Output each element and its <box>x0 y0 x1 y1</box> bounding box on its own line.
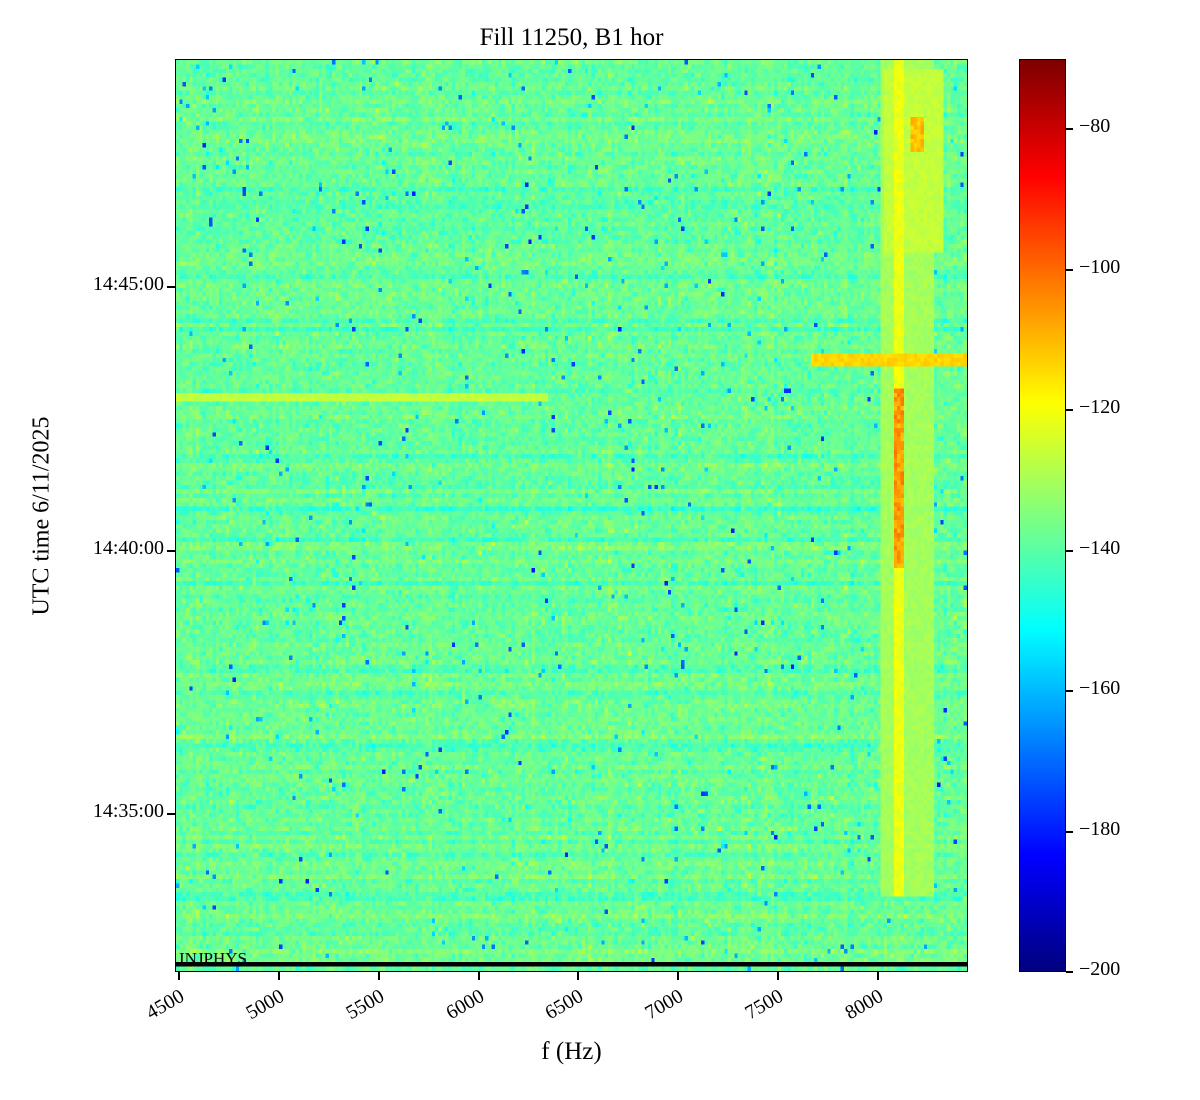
spectrogram-heatmap <box>176 60 967 971</box>
y-tick-label: 14:40:00 <box>92 536 164 559</box>
x-tick-mark <box>877 972 880 980</box>
y-tick-mark <box>167 812 175 815</box>
colorbar-tick-label: −180 <box>1079 817 1121 840</box>
x-tick-mark <box>277 972 280 980</box>
chart-title: Fill 11250, B1 hor <box>479 24 664 51</box>
colorbar <box>1019 59 1066 972</box>
colorbar-gradient <box>1020 60 1065 971</box>
colorbar-tick-mark <box>1066 830 1073 833</box>
plot-area: INJPHYS <box>175 59 968 972</box>
x-tick-mark <box>677 972 680 980</box>
x-tick-mark <box>577 972 580 980</box>
y-tick-mark <box>167 549 175 552</box>
x-tick-mark <box>177 972 180 980</box>
colorbar-tick-mark <box>1066 549 1073 552</box>
x-tick-mark <box>377 972 380 980</box>
colorbar-tick-mark <box>1066 409 1073 412</box>
y-tick-label: 14:45:00 <box>92 273 164 296</box>
y-tick-label: 14:35:00 <box>92 799 164 822</box>
x-tick-mark <box>777 972 780 980</box>
colorbar-tick-label: −120 <box>1079 396 1121 419</box>
colorbar-tick-label: −200 <box>1079 958 1121 980</box>
colorbar-tick-label: −100 <box>1079 255 1121 278</box>
colorbar-tick-mark <box>1066 268 1073 271</box>
colorbar-tick-mark <box>1066 128 1073 131</box>
colorbar-tick-label: −80 <box>1079 115 1111 138</box>
beam-mode-annotation: INJPHYS <box>179 949 248 968</box>
colorbar-tick-label: −160 <box>1079 677 1121 700</box>
x-axis-label: f (Hz) <box>541 1038 602 1065</box>
y-tick-mark <box>167 286 175 289</box>
x-tick-mark <box>477 972 480 980</box>
colorbar-tick-mark <box>1066 971 1073 973</box>
y-axis-label: UTC time 6/11/2025 <box>28 416 55 616</box>
colorbar-tick-mark <box>1066 690 1073 693</box>
colorbar-tick-label: −140 <box>1079 536 1121 559</box>
